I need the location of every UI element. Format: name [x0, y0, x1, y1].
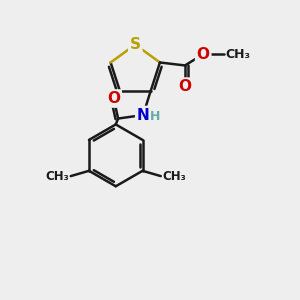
Text: CH₃: CH₃	[46, 169, 69, 183]
Text: N: N	[137, 107, 149, 122]
Text: H: H	[150, 110, 161, 123]
Text: O: O	[178, 79, 191, 94]
Text: CH₃: CH₃	[162, 169, 186, 183]
Text: S: S	[130, 37, 141, 52]
Text: O: O	[197, 47, 210, 62]
Text: O: O	[107, 91, 120, 106]
Text: CH₃: CH₃	[225, 48, 250, 61]
